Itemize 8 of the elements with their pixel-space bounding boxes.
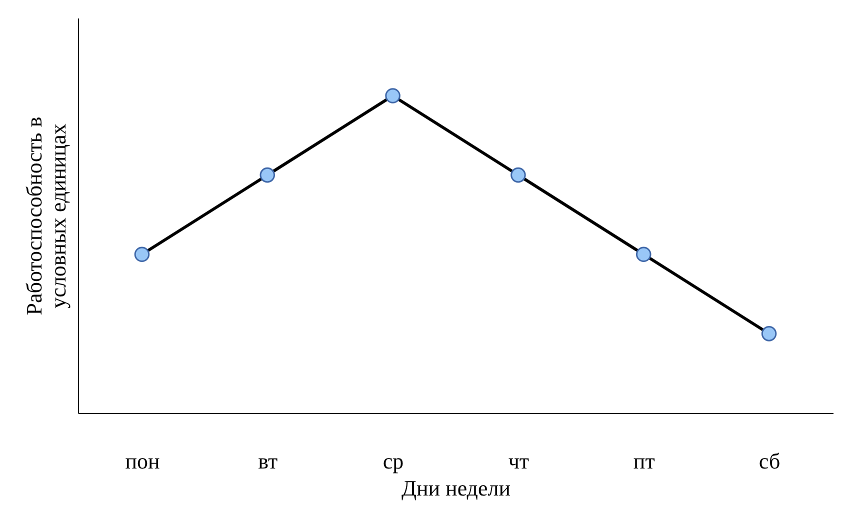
x-tick-label: пон [125,448,160,474]
y-axis-title: Работоспособность в условных единицах [22,116,70,316]
x-tick-label: чт [508,448,530,474]
x-tick-label: ср [382,448,404,474]
x-tick-label: пт [633,448,656,474]
x-tick-label: вт [258,448,278,474]
x-tick-label: сб [758,448,780,474]
x-axis-title: Дни недели [401,476,511,500]
